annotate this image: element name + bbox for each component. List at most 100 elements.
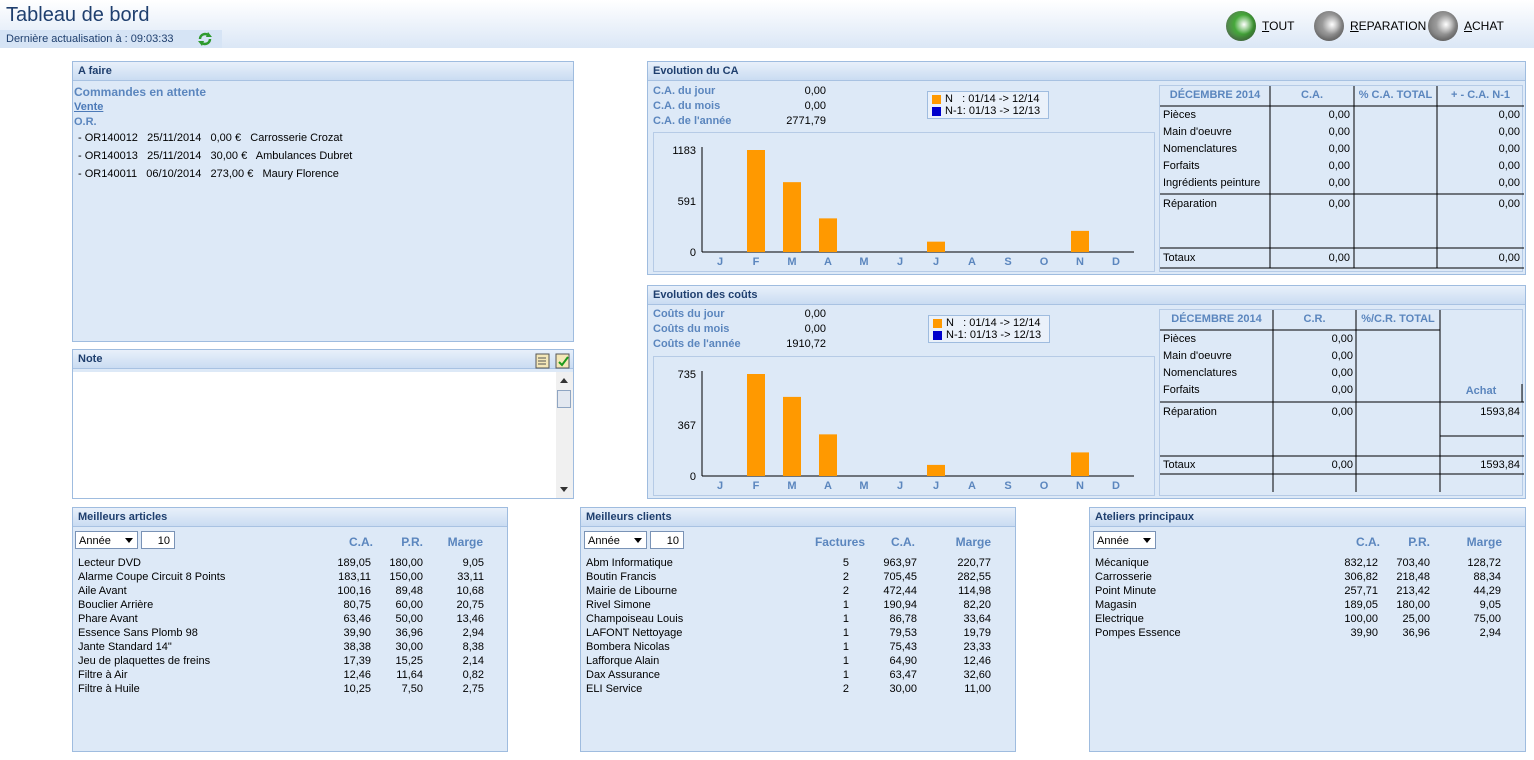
scroll-thumb[interactable] [557, 390, 571, 408]
table-row[interactable]: ELI Service 2 30,00 11,00 [581, 683, 1015, 697]
kpi-label: Coûts de l'année [653, 338, 741, 350]
table-cell: 2,75 [462, 683, 484, 695]
table-row[interactable]: Magasin 189,05 180,00 9,05 [1090, 599, 1525, 613]
couts-row-value: 0,00 [1331, 367, 1353, 379]
table-cell: 80,75 [343, 599, 371, 611]
table-cell: 963,97 [883, 557, 917, 569]
table-cell: Abm Informatique [586, 557, 673, 569]
table-row[interactable]: Champoiseau Louis 1 86,78 33,64 [581, 613, 1015, 627]
order-item[interactable]: - OR140013 25/11/2014 30,00 € Ambulances… [78, 150, 353, 162]
note-save-icon[interactable] [554, 352, 572, 370]
table-cell: Alarme Coupe Circuit 8 Points [78, 571, 226, 583]
articles-period-select[interactable]: Année [75, 531, 138, 549]
kpi-label: C.A. de l'année [653, 115, 732, 127]
reparation-button[interactable]: REPARATION [1314, 9, 1426, 43]
table-row[interactable]: Abm Informatique 5 963,97 220,77 [581, 557, 1015, 571]
table-row[interactable]: Lecteur DVD 189,05 180,00 9,05 [73, 557, 507, 571]
table-row[interactable]: Carrosserie 306,82 218,48 88,34 [1090, 571, 1525, 585]
couts-col-header: DÉCEMBRE 2014 [1171, 313, 1262, 325]
table-cell: 832,12 [1344, 557, 1378, 569]
x-tick-label: A [824, 480, 832, 492]
table-cell: 86,78 [889, 613, 917, 625]
chevron-down-icon [634, 538, 642, 543]
table-row[interactable]: Rivel Simone 1 190,94 82,20 [581, 599, 1015, 613]
ca-row-value: 0,00 [1328, 143, 1350, 155]
table-cell: 218,48 [1396, 571, 1430, 583]
note-scrollbar[interactable] [556, 372, 573, 498]
afaire-panel: A faire Commandes en attente Vente O.R. … [72, 61, 574, 342]
table-row[interactable]: Bombera Nicolas 1 75,43 23,33 [581, 641, 1015, 655]
tout-button[interactable]: TOUT [1226, 9, 1294, 43]
x-tick-label: J [897, 480, 903, 492]
table-cell: Lafforque Alain [586, 655, 660, 667]
table-row[interactable]: Mécanique 832,12 703,40 128,72 [1090, 557, 1525, 571]
table-row[interactable]: Phare Avant 63,46 50,00 13,46 [73, 613, 507, 627]
table-row[interactable]: Mairie de Libourne 2 472,44 114,98 [581, 585, 1015, 599]
couts-row-label: Forfaits [1163, 384, 1200, 396]
table-cell: Phare Avant [78, 613, 138, 625]
table-row[interactable]: Jeu de plaquettes de freins 17,39 15,25 2,1… [73, 655, 507, 669]
table-cell: Magasin [1095, 599, 1137, 611]
table-row[interactable]: Bouclier Arrière 80,75 60,00 20,75 [73, 599, 507, 613]
table-cell: 33,64 [963, 613, 991, 625]
refresh-icon[interactable] [196, 30, 214, 48]
articles-count-input[interactable]: 10 [141, 531, 175, 549]
vente-link[interactable]: Vente [74, 101, 104, 113]
chevron-down-icon [125, 538, 133, 543]
bar [783, 396, 801, 476]
ca-totaux-value: 0,00 [1328, 252, 1350, 264]
pending-orders-heading: Commandes en attente [74, 85, 207, 99]
ca-row-label: Main d'oeuvre [1163, 126, 1232, 138]
table-cell: Champoiseau Louis [586, 613, 684, 625]
note-textarea[interactable] [73, 372, 556, 498]
table-cell: 180,00 [389, 557, 423, 569]
page-title: Tableau de bord [6, 4, 150, 26]
table-cell: 9,05 [462, 557, 484, 569]
table-cell: 189,05 [337, 557, 371, 569]
couts-table-frame: DÉCEMBRE 2014 C.R. %/C.R. TOTAL Achat Pi… [1159, 309, 1524, 496]
scroll-up-icon[interactable] [560, 378, 568, 383]
table-row[interactable]: Jante Standard 14" 38,38 30,00 8,38 [73, 641, 507, 655]
ateliers-col-header: C.A. [1356, 535, 1380, 549]
clients-period-select[interactable]: Année [584, 531, 647, 549]
x-tick-label: F [753, 256, 760, 268]
couts-chart-frame: 735 367 0 J F M A M J J A S O N D [653, 356, 1155, 496]
table-cell: 220,77 [957, 557, 991, 569]
kpi-value: 0,00 [804, 100, 826, 112]
scroll-down-icon[interactable] [560, 487, 568, 492]
note-edit-icon[interactable] [534, 352, 552, 370]
x-tick-label: M [787, 256, 796, 268]
table-cell: Essence Sans Plomb 98 [78, 627, 198, 639]
table-cell: 30,00 [889, 683, 917, 695]
clients-count-input[interactable]: 10 [650, 531, 684, 549]
table-row[interactable]: LAFONT Nettoyage 1 79,53 19,79 [581, 627, 1015, 641]
table-row[interactable]: Alarme Coupe Circuit 8 Points 183,11 150,0… [73, 571, 507, 585]
note-title: Note [73, 350, 573, 369]
table-cell: 257,71 [1344, 585, 1378, 597]
articles-col-header: Marge [447, 535, 483, 549]
kpi-value: 0,00 [804, 323, 826, 335]
table-row[interactable]: Lafforque Alain 1 64,90 12,46 [581, 655, 1015, 669]
table-row[interactable]: Aile Avant 100,16 89,48 10,68 [73, 585, 507, 599]
achat-col-header: Achat [1465, 385, 1497, 397]
ca-legend: N : 01/14 -> 12/14 N-1: 01/13 -> 12/13 [927, 91, 1049, 119]
order-item[interactable]: - OR140011 06/10/2014 273,00 € Maury Flo… [78, 168, 339, 180]
table-row[interactable]: Electrique 100,00 25,00 75,00 [1090, 613, 1525, 627]
table-cell: 183,11 [338, 571, 371, 583]
table-row[interactable]: Dax Assurance 1 63,47 32,60 [581, 669, 1015, 683]
y-tick-label: 1183 [672, 145, 696, 157]
ateliers-period-select[interactable]: Année [1093, 531, 1156, 549]
table-cell: 75,00 [1473, 613, 1501, 625]
table-row[interactable]: Point Minute 257,71 213,42 44,29 [1090, 585, 1525, 599]
table-row[interactable]: Filtre à Huile 10,25 7,50 2,75 [73, 683, 507, 697]
tout-orb-icon [1226, 11, 1256, 41]
table-row[interactable]: Filtre à Air 12,46 11,64 0,82 [73, 669, 507, 683]
order-item[interactable]: - OR140012 25/11/2014 0,00 € Carrosserie… [78, 132, 343, 144]
table-cell: 63,46 [343, 613, 371, 625]
table-row[interactable]: Essence Sans Plomb 98 39,90 36,96 2,94 [73, 627, 507, 641]
table-cell: 1 [842, 599, 849, 611]
achat-button[interactable]: ACHAT [1428, 9, 1504, 43]
table-row[interactable]: Pompes Essence 39,90 36,96 2,94 [1090, 627, 1525, 641]
table-cell: 1 [842, 613, 849, 625]
table-row[interactable]: Boutin Francis 2 705,45 282,55 [581, 571, 1015, 585]
